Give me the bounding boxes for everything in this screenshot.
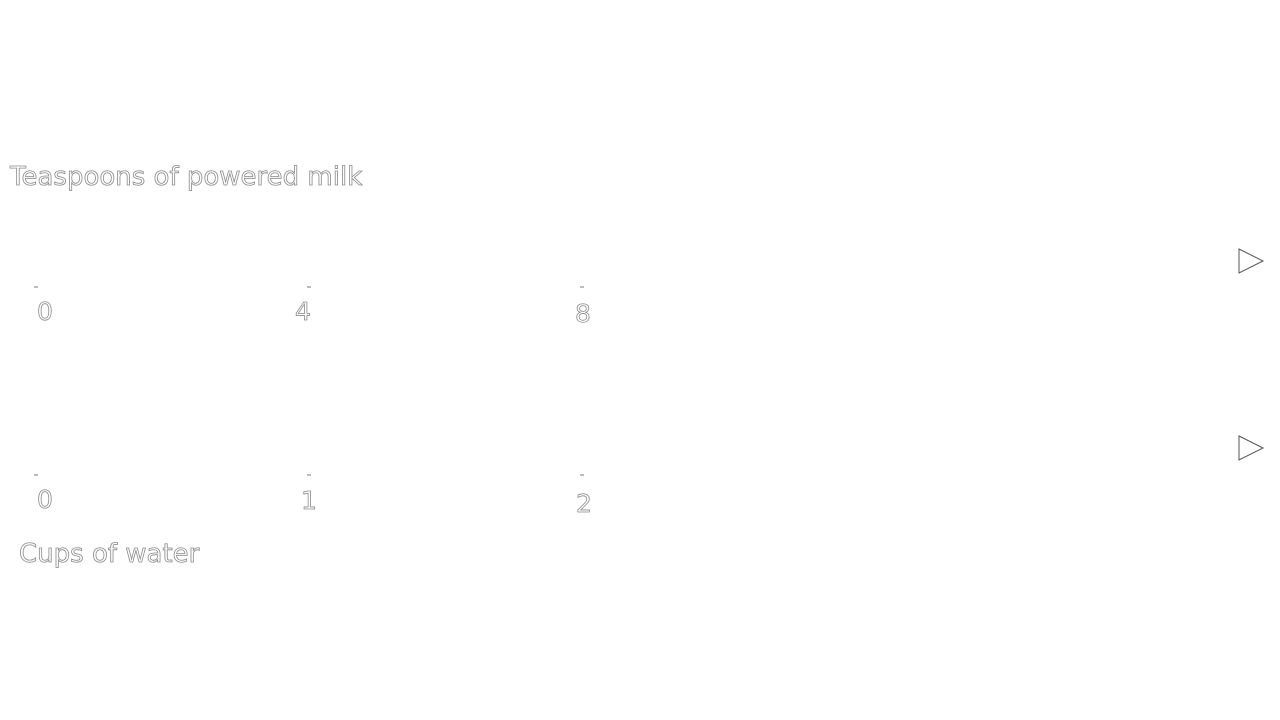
top-tick-label-1: 4: [295, 297, 312, 326]
bottom-arrow-head-icon: [1238, 435, 1265, 461]
top-line-title: Teaspoons of powered milk: [10, 162, 363, 192]
bottom-tick-label-2: 2: [576, 489, 593, 518]
top-tick-label-0: 0: [37, 297, 54, 326]
bottom-line-title: Cups of water: [19, 539, 200, 569]
top-number-line: [34, 248, 1265, 288]
bottom-tick-label-0: 0: [37, 485, 54, 514]
bottom-number-line: [34, 435, 1265, 476]
bottom-tick-label-1: 1: [301, 486, 318, 515]
top-arrow-head-icon: [1238, 248, 1265, 274]
top-tick-label-2: 8: [575, 299, 592, 328]
